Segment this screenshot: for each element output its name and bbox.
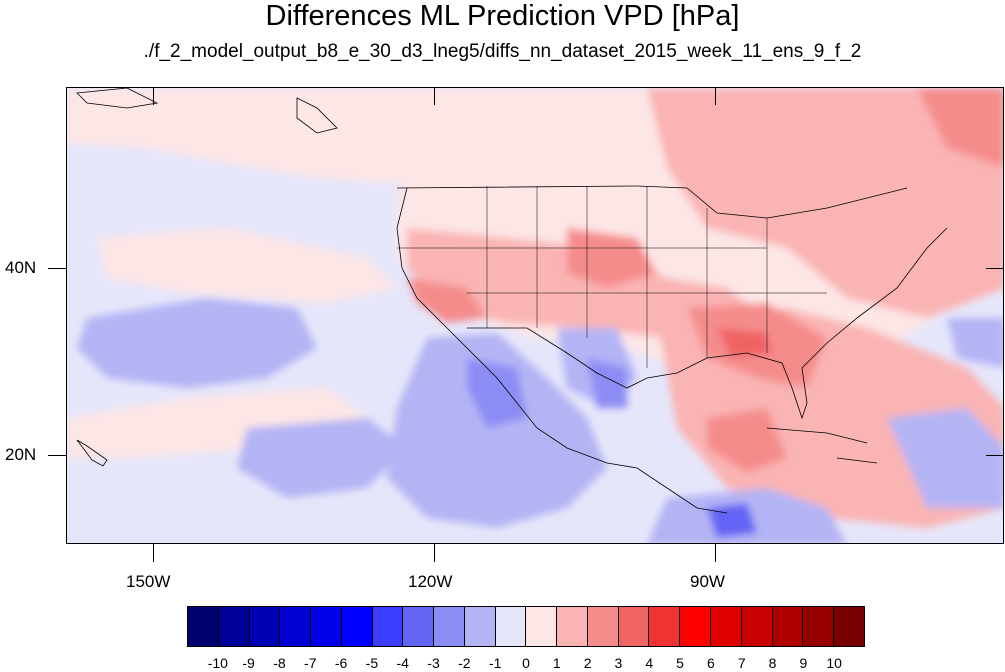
colorbar-label: -1: [488, 655, 502, 671]
tick-top-150w: [153, 87, 154, 105]
red-plains-core: [567, 228, 657, 288]
colorbar-swatch: [464, 607, 496, 646]
map-subtitle: ./f_2_model_output_b8_e_30_d3_lneg5/diff…: [143, 41, 862, 62]
colorbar-label: 10: [826, 655, 842, 671]
red-strong-southeast: [717, 328, 772, 358]
colorbar-swatch: [280, 607, 312, 646]
blue-atlantic-patch: [887, 408, 1003, 508]
canada-border: [396, 185, 908, 219]
tick-bottom-90w: [715, 544, 716, 562]
red-caribbean-core: [707, 408, 787, 473]
vpd-difference-field: [67, 88, 1003, 543]
blue-sierra-madre: [587, 358, 627, 408]
tick-right-20n: [986, 455, 1004, 456]
colorbar-label: 2: [583, 655, 592, 671]
colorbar-label: -2: [458, 655, 471, 671]
colorbar-swatch: [218, 607, 250, 646]
tick-top-120w: [434, 87, 435, 105]
red-california-core: [407, 278, 487, 323]
pacific-coastline: [396, 187, 728, 514]
colorbar-label: 4: [645, 655, 654, 671]
colorbar: [187, 606, 865, 647]
colorbar-label: 3: [614, 655, 623, 671]
lon-label-90w: 90W: [690, 572, 725, 591]
map-title: Differences ML Prediction VPD [hPa]: [265, 0, 740, 32]
colorbar-label: 1: [552, 655, 561, 671]
tick-right-40n: [986, 268, 1004, 269]
tick-bottom-120w: [434, 544, 435, 562]
colorbar-swatch: [834, 607, 864, 646]
blue-pacific-patch: [77, 298, 317, 388]
colorbar-label: 8: [768, 655, 777, 671]
tick-left-20n: [48, 455, 66, 456]
colorbar-label: -9: [242, 655, 255, 671]
colorbar-label: -3: [427, 655, 440, 671]
colorbar-swatch: [403, 607, 435, 646]
colorbar-swatch: [557, 607, 588, 646]
colorbar-swatch: [188, 607, 219, 646]
colorbar-swatch: [495, 607, 527, 646]
colorbar-label: 6: [707, 655, 715, 671]
colorbar-label: -7: [304, 655, 317, 671]
colorbar-swatch: [249, 607, 281, 646]
blue-mexico-coast: [387, 333, 607, 528]
colorbar-swatch: [711, 607, 742, 646]
colorbar-swatch: [649, 607, 681, 646]
mexico-border: [467, 327, 628, 389]
state-borders: [397, 186, 827, 368]
colorbar-label: 7: [737, 655, 746, 671]
colorbar-label: -4: [396, 655, 409, 671]
lat-label-20n: 20N: [5, 445, 37, 464]
tick-bottom-150w: [153, 544, 154, 562]
colorbar-swatch: [741, 607, 773, 646]
map-plot-area: [66, 87, 1004, 544]
blue-atlantic-north: [947, 318, 1003, 368]
colorbar-swatch: [526, 607, 558, 646]
colorbar-label: -6: [334, 655, 348, 671]
caribbean-islands: [766, 427, 878, 464]
colorbar-swatch: [618, 607, 650, 646]
colorbar-label: -8: [273, 655, 286, 671]
gulf-atlantic-coastline: [626, 227, 948, 420]
red-northeast-corner: [917, 88, 1003, 168]
lon-label-120w: 120W: [408, 572, 453, 591]
colorbar-swatch: [803, 607, 835, 646]
colorbar-label: 5: [676, 655, 684, 671]
colorbar-swatch: [434, 607, 465, 646]
hawaii-islands: [76, 439, 108, 467]
tick-top-90w: [715, 87, 716, 105]
light-pink-pacific-band: [97, 228, 397, 303]
colorbar-label: -5: [365, 655, 379, 671]
coastlines-and-borders: [76, 88, 948, 514]
colorbar-label: 9: [799, 655, 808, 671]
colorbar-swatch: [772, 607, 804, 646]
colorbar-swatch: [372, 607, 404, 646]
lat-label-40n: 40N: [5, 258, 37, 277]
colorbar-swatch: [587, 607, 619, 646]
pink-northeast-region: [647, 88, 1003, 318]
colorbar-swatch: [680, 607, 712, 646]
colorbar-swatch: [311, 607, 342, 646]
lon-label-150w: 150W: [126, 572, 171, 591]
alaska-coastline: [76, 88, 338, 134]
blue-subtropical-pacific: [237, 418, 407, 498]
blue-baja-strong: [467, 358, 527, 428]
tick-left-40n: [48, 268, 66, 269]
colorbar-label: -10: [207, 655, 228, 671]
colorbar-label: 0: [522, 655, 530, 671]
colorbar-swatch: [341, 607, 373, 646]
